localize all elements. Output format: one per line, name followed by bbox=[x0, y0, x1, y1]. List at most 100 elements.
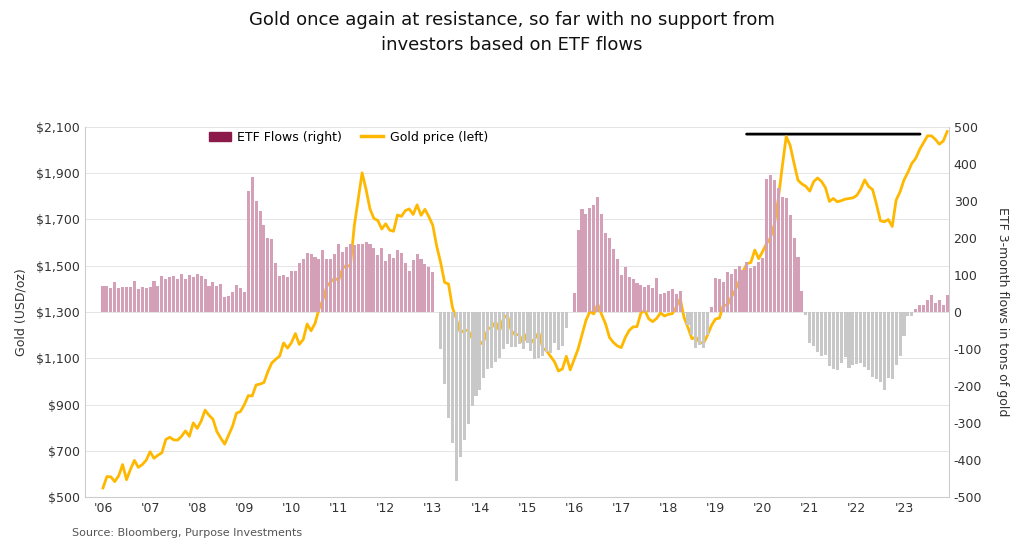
Bar bbox=[667, 291, 670, 312]
Bar bbox=[258, 211, 261, 312]
Bar bbox=[784, 197, 787, 312]
Bar bbox=[105, 286, 109, 312]
Bar bbox=[820, 312, 823, 355]
Bar bbox=[518, 312, 521, 344]
Bar bbox=[883, 312, 886, 390]
Bar bbox=[349, 244, 352, 312]
Bar bbox=[337, 245, 340, 312]
Bar bbox=[722, 282, 725, 312]
Bar bbox=[804, 312, 807, 315]
Bar bbox=[655, 279, 658, 312]
Bar bbox=[780, 197, 783, 312]
Bar bbox=[243, 292, 246, 312]
Bar bbox=[196, 274, 199, 312]
Bar bbox=[490, 312, 494, 368]
Bar bbox=[643, 287, 646, 312]
Bar bbox=[471, 312, 474, 406]
Bar bbox=[906, 312, 909, 315]
Bar bbox=[309, 254, 312, 312]
Bar bbox=[341, 252, 344, 312]
Bar bbox=[187, 275, 190, 312]
Bar bbox=[549, 312, 552, 353]
Bar bbox=[482, 312, 485, 378]
Bar bbox=[707, 312, 710, 335]
Bar bbox=[376, 255, 379, 312]
Bar bbox=[698, 312, 701, 345]
Bar bbox=[848, 312, 851, 368]
Bar bbox=[596, 197, 599, 312]
Bar bbox=[184, 279, 187, 312]
Bar bbox=[204, 279, 207, 312]
Bar bbox=[922, 305, 925, 312]
Bar bbox=[176, 279, 179, 312]
Bar bbox=[101, 286, 104, 312]
Bar bbox=[859, 312, 862, 363]
Bar bbox=[671, 288, 674, 312]
Bar bbox=[647, 285, 650, 312]
Bar bbox=[793, 238, 796, 312]
Bar bbox=[683, 312, 686, 313]
Bar bbox=[270, 239, 273, 312]
Text: Source: Bloomberg, Purpose Investments: Source: Bloomberg, Purpose Investments bbox=[72, 529, 302, 538]
Bar bbox=[615, 260, 618, 312]
Bar bbox=[887, 312, 890, 379]
Bar bbox=[360, 243, 364, 312]
Bar bbox=[831, 312, 835, 370]
Bar bbox=[561, 312, 564, 346]
Bar bbox=[180, 274, 183, 312]
Bar bbox=[431, 272, 434, 312]
Bar bbox=[223, 296, 226, 312]
Bar bbox=[333, 254, 336, 312]
Bar bbox=[369, 244, 372, 312]
Bar bbox=[247, 191, 250, 312]
Bar bbox=[919, 305, 922, 312]
Bar bbox=[282, 275, 285, 312]
Bar bbox=[384, 261, 387, 312]
Bar bbox=[733, 269, 736, 312]
Bar bbox=[251, 177, 254, 312]
Bar bbox=[525, 312, 528, 344]
Bar bbox=[797, 257, 800, 312]
Bar bbox=[294, 271, 297, 312]
Bar bbox=[898, 312, 901, 355]
Bar bbox=[572, 293, 575, 312]
Bar bbox=[399, 253, 402, 312]
Bar bbox=[510, 312, 513, 347]
Bar bbox=[498, 312, 501, 358]
Bar bbox=[478, 312, 481, 390]
Bar bbox=[942, 305, 945, 312]
Bar bbox=[553, 312, 556, 344]
Bar bbox=[827, 312, 830, 366]
Bar bbox=[298, 263, 301, 312]
Bar bbox=[542, 312, 545, 356]
Bar bbox=[502, 312, 505, 349]
Bar bbox=[686, 312, 689, 325]
Bar bbox=[679, 291, 682, 312]
Bar bbox=[557, 312, 560, 349]
Bar bbox=[694, 312, 697, 348]
Bar bbox=[373, 248, 376, 312]
Bar bbox=[639, 285, 642, 312]
Bar bbox=[144, 288, 147, 312]
Y-axis label: ETF 3-month flows in tons of gold: ETF 3-month flows in tons of gold bbox=[996, 207, 1009, 417]
Bar bbox=[345, 247, 348, 312]
Bar bbox=[620, 275, 623, 312]
Bar bbox=[902, 312, 905, 335]
Bar bbox=[266, 237, 269, 312]
Bar bbox=[844, 312, 847, 357]
Bar bbox=[322, 250, 325, 312]
Bar bbox=[914, 308, 918, 312]
Bar bbox=[761, 258, 764, 312]
Bar bbox=[801, 292, 804, 312]
Bar bbox=[632, 279, 635, 312]
Bar bbox=[157, 286, 160, 312]
Bar bbox=[938, 300, 941, 312]
Bar bbox=[773, 180, 776, 312]
Bar bbox=[737, 266, 740, 312]
Bar bbox=[140, 287, 143, 312]
Bar bbox=[754, 266, 757, 312]
Bar bbox=[840, 312, 843, 362]
Bar bbox=[412, 260, 415, 312]
Bar bbox=[463, 312, 466, 440]
Bar bbox=[659, 294, 663, 312]
